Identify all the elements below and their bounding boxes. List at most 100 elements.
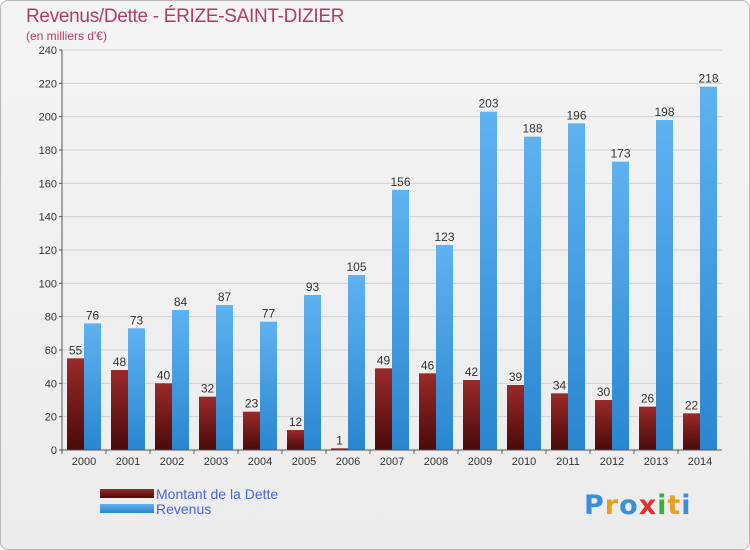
bar-revenus-2007 <box>392 190 409 450</box>
bar-revenus-2002 <box>172 310 189 450</box>
x-tick-label: 2002 <box>160 456 184 468</box>
y-tick-label: 220 <box>39 78 57 90</box>
legend-item-revenus: Revenus <box>100 500 278 517</box>
data-label-revenus-2003: 87 <box>218 290 232 304</box>
y-tick-label: 120 <box>39 245 57 257</box>
x-tick-label: 2008 <box>424 456 448 468</box>
data-label-dette-2000: 55 <box>69 343 83 357</box>
logo-letter: P <box>584 490 605 521</box>
y-tick-label: 60 <box>45 345 57 357</box>
y-tick-label: 180 <box>39 145 57 157</box>
data-label-revenus-2005: 93 <box>306 280 320 294</box>
bar-dette-2012 <box>595 400 612 450</box>
data-label-revenus-2011: 196 <box>566 108 586 122</box>
proxiti-logo: Proxiti <box>584 490 692 521</box>
data-label-dette-2002: 40 <box>157 368 171 382</box>
bar-dette-2006 <box>331 448 348 450</box>
bar-revenus-2001 <box>128 328 145 450</box>
data-label-dette-2010: 39 <box>509 370 523 384</box>
bar-dette-2002 <box>155 383 172 450</box>
bar-dette-2014 <box>683 413 700 450</box>
x-tick-label: 2010 <box>512 456 536 468</box>
data-label-dette-2001: 48 <box>113 355 127 369</box>
x-tick-label: 2009 <box>468 456 492 468</box>
bar-revenus-2003 <box>216 305 233 450</box>
bar-dette-2004 <box>243 411 260 450</box>
bar-dette-2007 <box>375 368 392 450</box>
x-tick-label: 2000 <box>72 456 96 468</box>
logo-letter: i <box>681 490 692 521</box>
bar-revenus-2005 <box>304 295 321 450</box>
bar-revenus-2009 <box>480 111 497 451</box>
data-label-revenus-2007: 156 <box>390 175 410 189</box>
chart-subtitle: (en milliers d'€) <box>26 29 107 43</box>
x-tick-label: 2006 <box>336 456 360 468</box>
bar-dette-2005 <box>287 430 304 450</box>
logo-letter: t <box>667 490 682 521</box>
data-label-revenus-2000: 76 <box>86 308 100 322</box>
y-tick-label: 240 <box>39 45 57 57</box>
data-label-dette-2006: 1 <box>336 433 343 447</box>
x-tick-label: 2004 <box>248 456 272 468</box>
data-label-revenus-2006: 105 <box>346 260 366 274</box>
bar-revenus-2014 <box>700 86 717 451</box>
x-tick-label: 2011 <box>556 456 580 468</box>
y-tick-label: 100 <box>39 278 57 290</box>
x-tick-label: 2007 <box>380 456 404 468</box>
data-label-dette-2005: 12 <box>289 415 303 429</box>
bar-dette-2011 <box>551 393 568 450</box>
logo-text: Proxiti <box>584 490 692 521</box>
y-axis-ticks: 0 20 40 60 80 100 120 140 160 180 200 220 240 <box>39 45 62 457</box>
y-tick-label: 20 <box>45 412 57 424</box>
y-tick-label: 40 <box>45 378 57 390</box>
x-tick-label: 2001 <box>116 456 140 468</box>
data-label-revenus-2008: 123 <box>434 230 454 244</box>
data-label-dette-2014: 22 <box>685 398 699 412</box>
legend-label-dette: Montant de la Dette <box>156 485 279 502</box>
x-tick-label: 2013 <box>644 456 668 468</box>
data-label-revenus-2002: 84 <box>174 295 188 309</box>
bar-revenus-2010 <box>524 136 541 450</box>
legend-label-revenus: Revenus <box>156 500 212 517</box>
data-label-dette-2011: 34 <box>553 378 567 392</box>
data-label-dette-2013: 26 <box>641 392 655 406</box>
bar-dette-2001 <box>111 370 128 450</box>
x-tick-label: 2005 <box>292 456 316 468</box>
x-tick-label: 2012 <box>600 456 624 468</box>
y-tick-label: 140 <box>39 212 57 224</box>
logo-letter: o <box>619 490 639 521</box>
legend-item-dette: Montant de la Dette <box>100 485 279 502</box>
logo-letter: r <box>604 490 620 521</box>
y-tick-label: 80 <box>45 312 57 324</box>
bar-revenus-2004 <box>260 321 277 450</box>
data-label-dette-2012: 30 <box>597 385 611 399</box>
bar-revenus-2011 <box>568 123 585 450</box>
data-label-dette-2003: 32 <box>201 382 215 396</box>
bar-revenus-2008 <box>436 245 453 450</box>
logo-letter: i <box>657 490 668 521</box>
bar-dette-2013 <box>639 406 656 450</box>
bar-revenus-2012 <box>612 161 629 450</box>
y-tick-label: 0 <box>51 445 57 457</box>
data-label-dette-2004: 23 <box>245 397 259 411</box>
data-label-revenus-2014: 218 <box>698 72 718 86</box>
bar-dette-2003 <box>199 396 216 450</box>
legend-swatch-revenus <box>100 504 154 513</box>
x-tick-label: 2003 <box>204 456 228 468</box>
y-tick-label: 160 <box>39 178 57 190</box>
data-label-revenus-2010: 188 <box>522 122 542 136</box>
data-label-dette-2008: 46 <box>421 358 435 372</box>
data-label-dette-2007: 49 <box>377 353 391 367</box>
legend-swatch-dette <box>100 489 154 498</box>
data-label-dette-2009: 42 <box>465 365 479 379</box>
data-label-revenus-2012: 173 <box>610 147 630 161</box>
y-tick-label: 200 <box>39 112 57 124</box>
bar-revenus-2000 <box>84 323 101 450</box>
data-label-revenus-2009: 203 <box>478 97 498 111</box>
bar-dette-2009 <box>463 380 480 450</box>
bar-revenus-2006 <box>348 275 365 450</box>
bar-dette-2000 <box>67 358 84 450</box>
axes <box>61 50 722 451</box>
data-label-revenus-2013: 198 <box>654 105 674 119</box>
